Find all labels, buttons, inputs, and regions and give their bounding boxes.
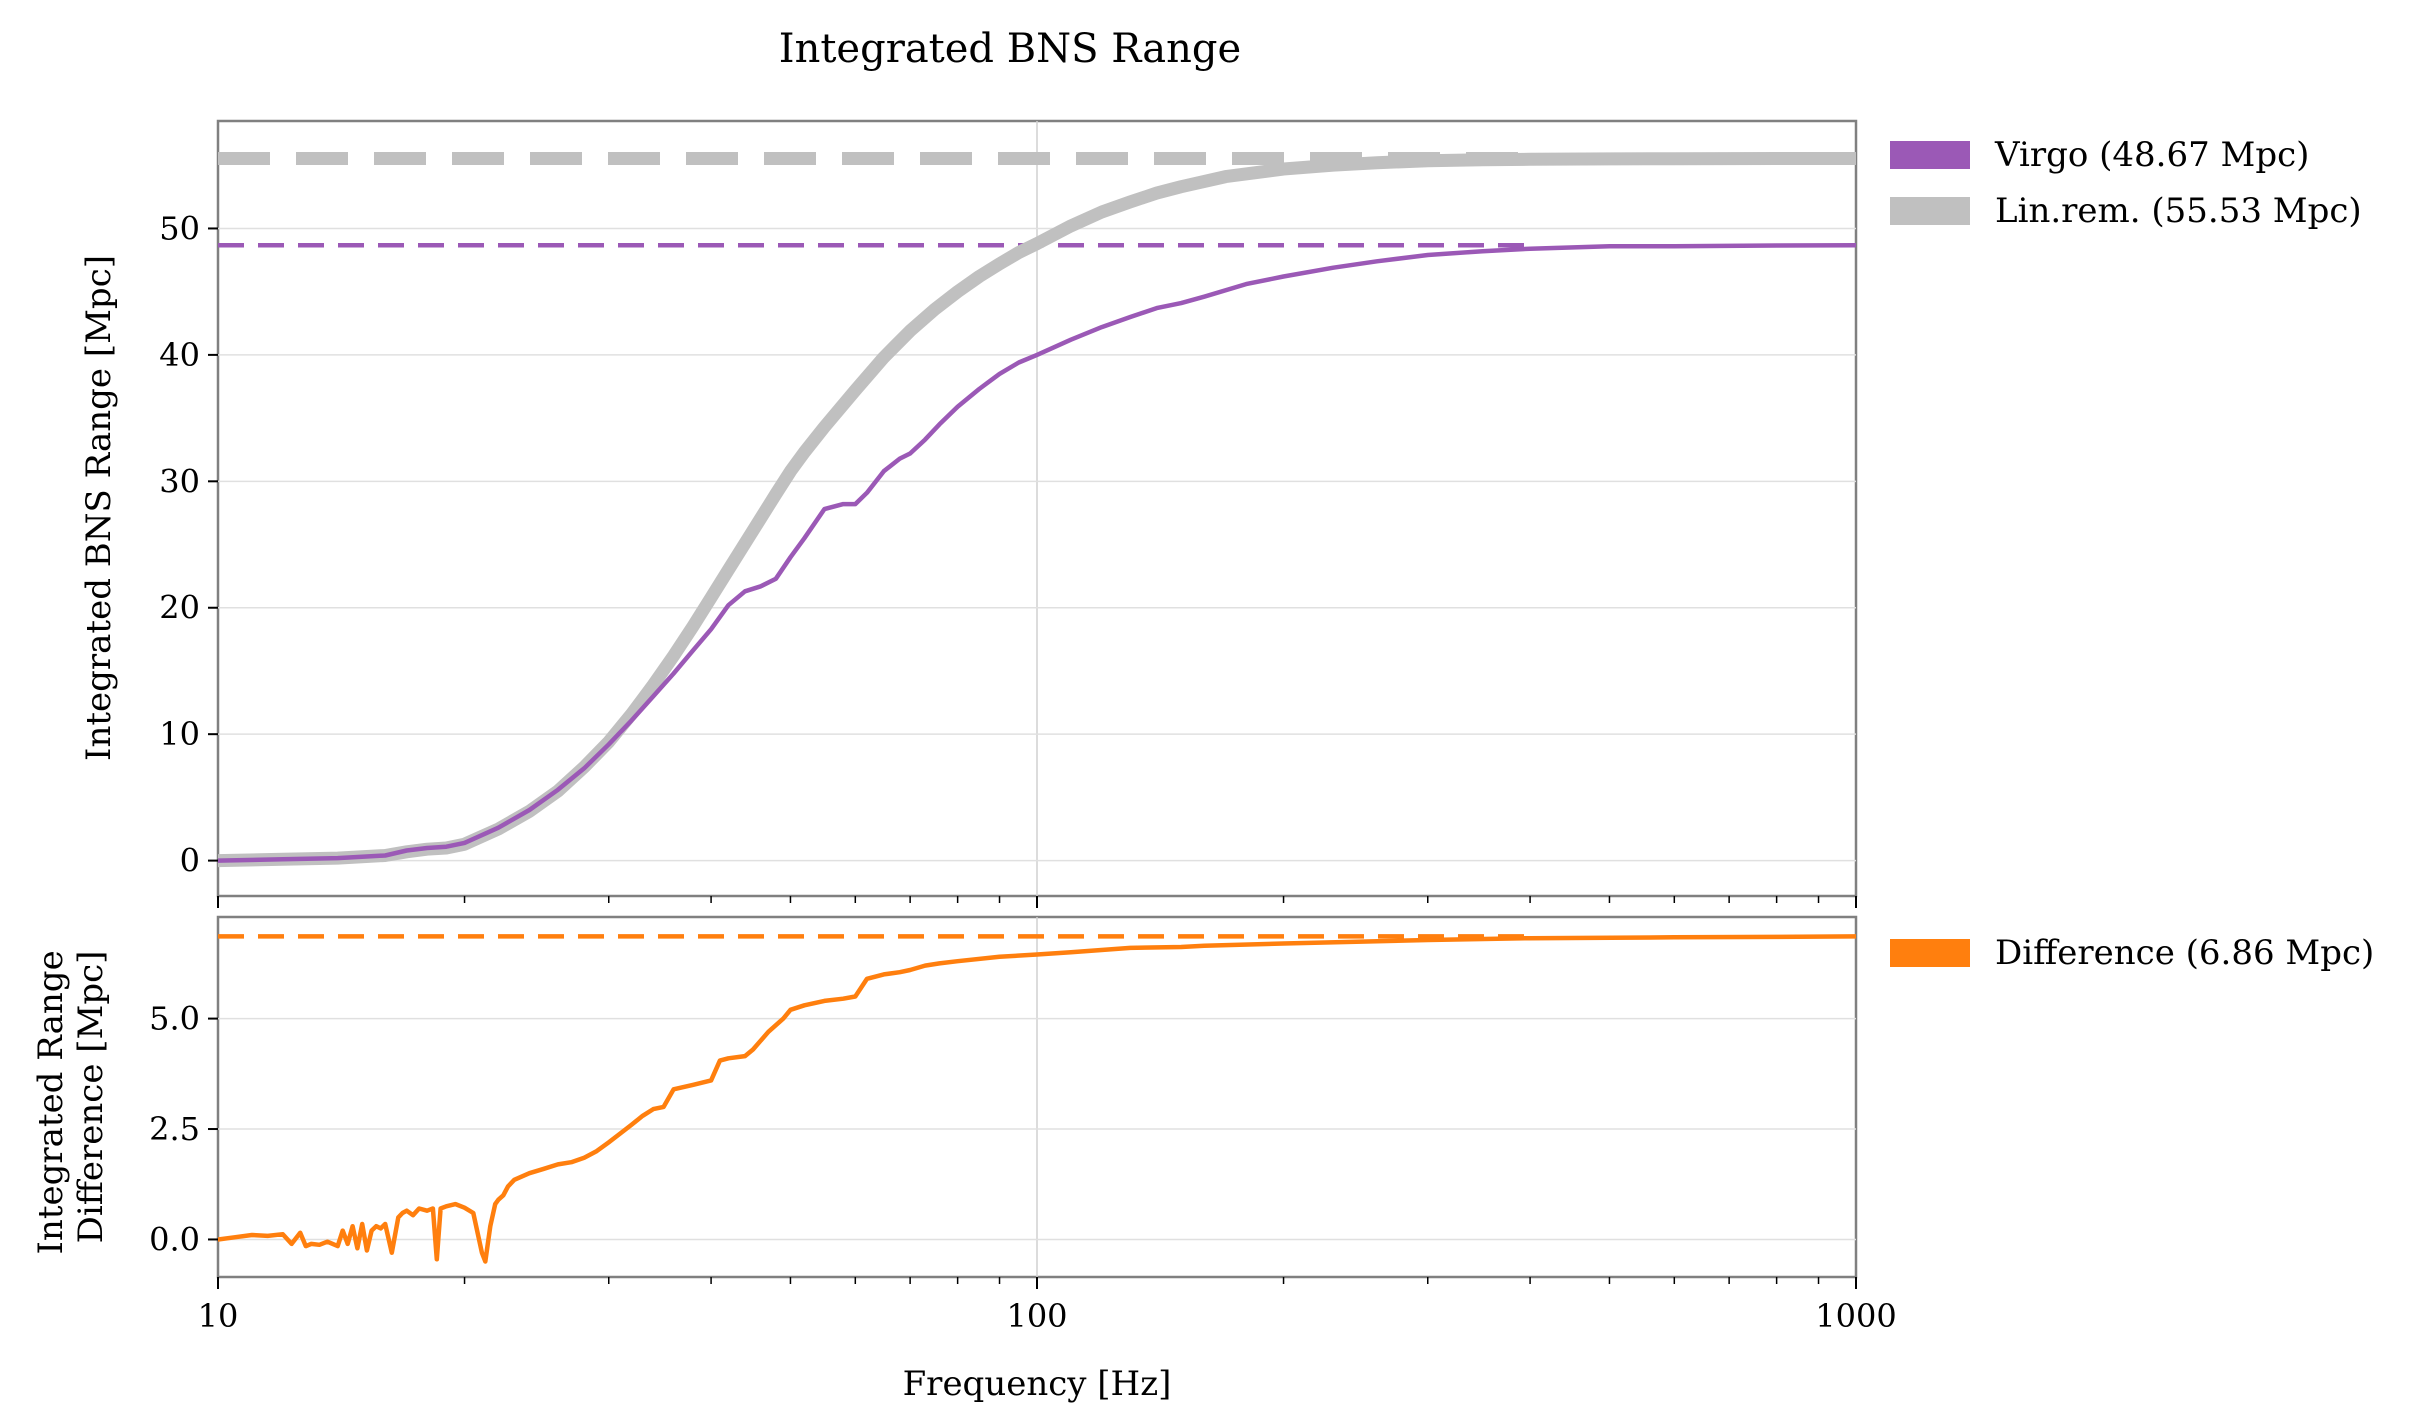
y-tick-label: 0 xyxy=(180,842,200,880)
legend-top: Virgo (48.67 Mpc) Lin.rem. (55.53 Mpc) xyxy=(1890,135,2362,231)
legend-swatch-1 xyxy=(1890,197,1970,225)
chart-title: Integrated BNS Range xyxy=(779,26,1241,72)
plot-area xyxy=(218,152,1856,868)
x-tick-label: 1000 xyxy=(1815,1297,1896,1335)
grid xyxy=(218,917,1856,1277)
legend-bottom: Difference (6.86 Mpc) xyxy=(1890,933,2374,973)
legend-swatch-0 xyxy=(1890,939,1970,967)
series-line-0 xyxy=(218,934,1856,1264)
y-tick-label: 20 xyxy=(159,589,200,627)
bottom-y-axis-label-line-2: Difference [Mpc] xyxy=(71,951,111,1244)
y-tick-label: 0.0 xyxy=(149,1220,200,1258)
bottom-y-axis-label: Integrated Range Difference [Mpc] xyxy=(31,939,111,1254)
top-y-axis-label: Integrated BNS Range [Mpc] xyxy=(79,255,119,761)
y-tick-label: 50 xyxy=(159,209,200,247)
grid xyxy=(218,121,1856,896)
legend-swatch-0 xyxy=(1890,141,1970,169)
legend-label-0: Difference (6.86 Mpc) xyxy=(1995,933,2374,973)
legend-label-1: Lin.rem. (55.53 Mpc) xyxy=(1995,191,2362,231)
bottom-y-axis-label-line-1: Integrated Range xyxy=(31,950,71,1254)
y-tick-label: 30 xyxy=(159,462,200,500)
x-axis-label: Frequency [Hz] xyxy=(903,1364,1172,1404)
series-line-0 xyxy=(218,243,1856,863)
plot-area xyxy=(218,934,1856,1264)
y-tick-label: 2.5 xyxy=(149,1110,200,1148)
y-tick-label: 5.0 xyxy=(149,1000,200,1038)
y-tick-label: 40 xyxy=(159,336,200,374)
bottom-panel: 0.0 2.5 5.0 10 100 1000 Integrated Range Diff… xyxy=(31,915,1897,1404)
x-tick-label: 100 xyxy=(1006,1297,1067,1335)
top-panel: 0 10 20 30 40 50 Integrated BNS Range [Mpc] xyxy=(79,119,1858,908)
legend-label-0: Virgo (48.67 Mpc) xyxy=(1994,135,2309,175)
y-tick-label: 10 xyxy=(159,715,200,753)
x-tick-label: 10 xyxy=(198,1297,239,1335)
